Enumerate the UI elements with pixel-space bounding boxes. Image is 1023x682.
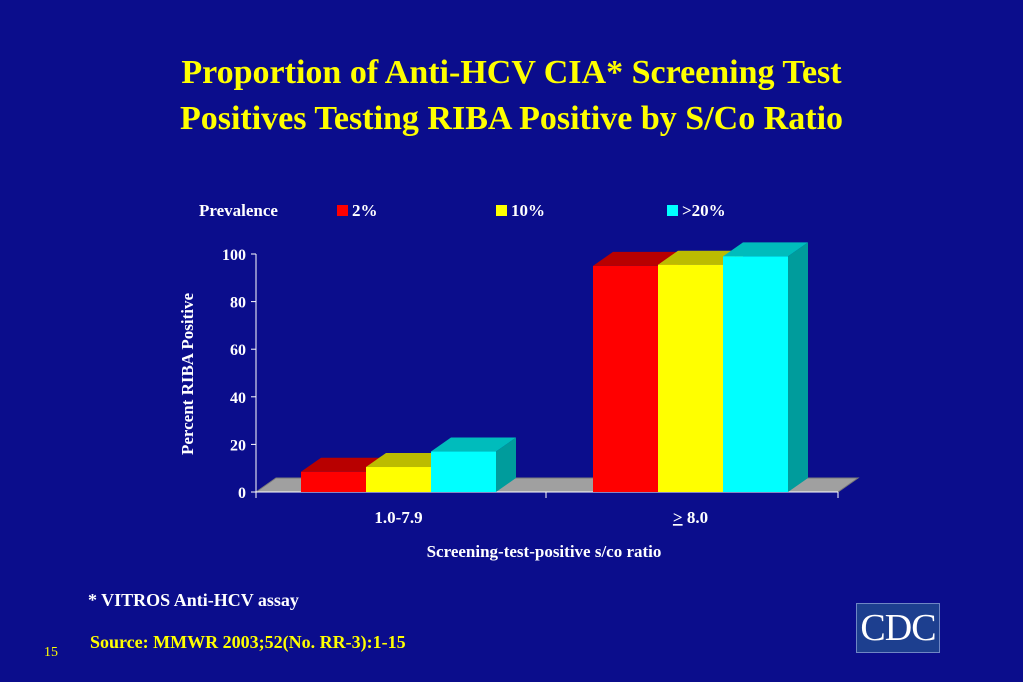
bar-top bbox=[658, 250, 743, 265]
footnote: * VITROS Anti-HCV assay bbox=[88, 590, 299, 610]
x-tick-label: > 8.0 bbox=[673, 508, 708, 527]
bar-side bbox=[496, 437, 516, 492]
bar-side bbox=[788, 242, 808, 492]
y-tick-label: 60 bbox=[230, 342, 246, 359]
bar bbox=[301, 471, 366, 492]
y-tick-label: 0 bbox=[238, 485, 246, 502]
legend-label: >20% bbox=[682, 201, 726, 220]
bar bbox=[431, 451, 496, 492]
bar-top bbox=[431, 437, 516, 452]
x-tick-label: 1.0-7.9 bbox=[374, 508, 422, 527]
legend-swatch bbox=[667, 205, 678, 216]
legend-label: 2% bbox=[352, 201, 378, 220]
bar-top bbox=[723, 242, 808, 257]
cdc-logo-text: CDC bbox=[860, 607, 936, 649]
bar bbox=[366, 467, 431, 492]
bar bbox=[723, 256, 788, 492]
y-tick-label: 80 bbox=[230, 295, 246, 312]
source-citation: Source: MMWR 2003;52(No. RR-3):1-15 bbox=[90, 632, 406, 652]
bar bbox=[658, 264, 723, 492]
legend-swatch bbox=[496, 205, 507, 216]
legend-label: 10% bbox=[511, 201, 545, 220]
y-tick-label: 100 bbox=[222, 247, 246, 264]
title-line-1: Proportion of Anti-HCV CIA* Screening Te… bbox=[181, 54, 842, 91]
y-axis-title: Percent RIBA Positive bbox=[178, 293, 197, 456]
legend-title: Prevalence bbox=[199, 201, 278, 220]
bar bbox=[593, 265, 658, 492]
y-tick-label: 40 bbox=[230, 390, 246, 407]
slide-number: 15 bbox=[44, 645, 58, 660]
bar-top bbox=[593, 251, 678, 266]
slide-title: Proportion of Anti-HCV CIA* Screening Te… bbox=[40, 50, 983, 142]
title-line-2: Positives Testing RIBA Positive by S/Co … bbox=[179, 100, 844, 137]
bar-top bbox=[301, 457, 386, 472]
y-tick-label: 20 bbox=[230, 437, 246, 454]
x-axis-title: Screening-test-positive s/co ratio bbox=[427, 542, 662, 561]
bar-top bbox=[366, 453, 451, 468]
cdc-logo: CDC bbox=[856, 603, 940, 653]
legend-swatch bbox=[337, 205, 348, 216]
